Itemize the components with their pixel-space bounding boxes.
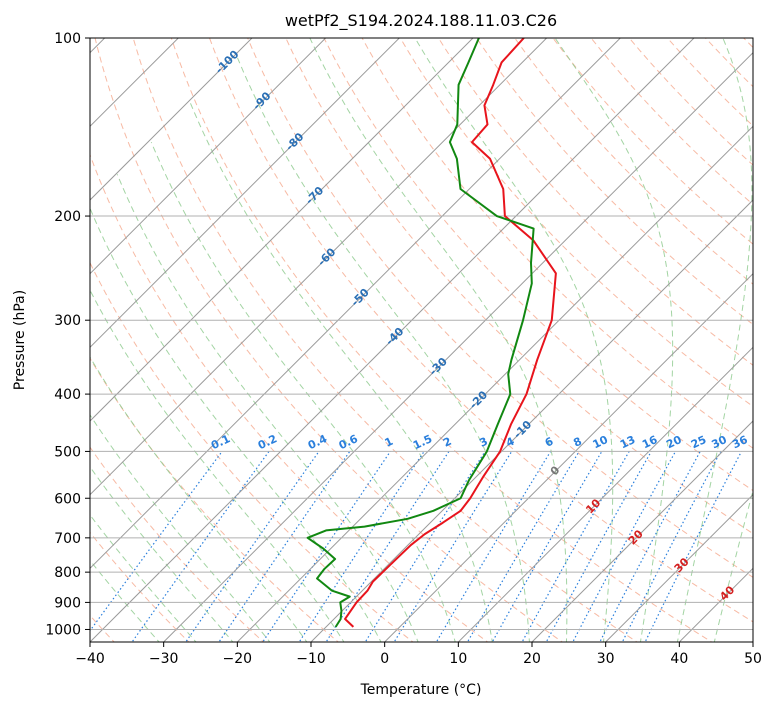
isotherm-line: [531, 420, 753, 642]
x-axis-ticks: −40 −30 −20 −10 0 10 20 30 40 50: [75, 642, 762, 667]
isotherms: [90, 38, 753, 642]
mixing-ratio-line: [393, 451, 513, 642]
dry-adiabat-line: [90, 261, 414, 642]
moist-adiabat-line: [150, 141, 456, 642]
isotherm-line: [90, 38, 474, 422]
dry-adiabat-line: [475, 38, 753, 326]
mixing-ratio-label: 36: [730, 433, 750, 451]
isotherm-line: [162, 51, 753, 642]
mixing-ratio-line: [364, 451, 486, 642]
mixing-ratio-label: 20: [664, 433, 684, 451]
x-tick-label: 0: [380, 651, 389, 667]
plot-frame: [89, 37, 754, 643]
x-tick-label: 30: [597, 651, 615, 667]
y-tick-label: 900: [54, 595, 81, 611]
x-tick-label: 50: [744, 651, 762, 667]
y-tick-label: 800: [54, 565, 81, 581]
x-tick-label: −30: [149, 651, 179, 667]
chart-title: wetPf2_S194.2024.188.11.03.C26: [285, 11, 557, 31]
mixing-ratio-line: [218, 451, 351, 642]
y-axis-ticks: 1000 900 800 700 600 500 400 300 200 100: [45, 31, 90, 638]
mixing-ratio-line: [185, 451, 320, 642]
moist-adiabat-line: [116, 174, 419, 642]
moist-adiabat-line: [90, 414, 271, 642]
isotherm-line: [90, 38, 327, 275]
y-tick-label: 700: [54, 531, 81, 547]
isotherm-line: [90, 38, 401, 349]
mixing-ratio-label: 10: [591, 433, 611, 451]
isotherm-line: [457, 346, 753, 642]
x-tick-label: −10: [296, 651, 326, 667]
isotherm-line: [90, 38, 695, 642]
mixing-ratio-line: [572, 451, 677, 642]
x-tick-label: −20: [223, 651, 253, 667]
mixing-ratio-label: 30: [710, 433, 730, 451]
mixing-ratio-label: 13: [618, 433, 637, 451]
isotherm-line: [310, 199, 753, 642]
y-tick-label: 100: [54, 31, 81, 47]
moist-adiabat-line: [90, 466, 234, 642]
profile-series: [306, 38, 557, 628]
mixing-ratio-line: [545, 451, 652, 642]
isotherm-line: [604, 493, 753, 642]
mixing-ratio-line: [90, 451, 223, 632]
pressure-gridlines: [90, 38, 753, 630]
mixing-ratio-line: [131, 451, 270, 642]
plot-background: [90, 38, 753, 642]
x-tick-label: 40: [670, 651, 688, 667]
dry-adiabat-line: [90, 153, 489, 642]
y-tick-label: 1000: [45, 622, 81, 638]
x-tick-label: 10: [449, 651, 467, 667]
moist-adiabat-line: [90, 559, 160, 642]
mixing-ratio-label: 16: [640, 433, 660, 451]
isotherm-line: [90, 38, 253, 201]
dewpoint-line: [306, 38, 535, 628]
y-tick-label: 400: [54, 387, 81, 403]
mixing-ratio-line: [298, 451, 425, 642]
temperature-line: [344, 38, 557, 628]
moist-adiabat-line: [189, 101, 493, 642]
moist-adiabat-line: [90, 356, 308, 642]
moist-adiabat-line: [90, 289, 345, 642]
y-tick-label: 500: [54, 444, 81, 460]
y-axis-label: Pressure (hPa): [12, 290, 28, 390]
mixing-ratio-line: [621, 451, 722, 642]
x-tick-label: 20: [523, 651, 541, 667]
mixing-ratio-lines: [90, 451, 743, 642]
mixing-ratio-line: [262, 451, 391, 642]
isotherm-line: [383, 272, 753, 642]
moist-adiabat-line: [90, 514, 197, 642]
y-tick-label: 200: [54, 209, 81, 225]
x-tick-label: −40: [75, 651, 105, 667]
y-tick-label: 600: [54, 491, 81, 507]
y-tick-label: 300: [54, 313, 81, 329]
mixing-ratio-label: 25: [689, 433, 708, 451]
mixing-ratio-line: [435, 451, 552, 642]
mixing-ratio-line: [599, 451, 701, 642]
moist-adiabat-line: [90, 207, 382, 642]
x-axis-label: Temperature (°C): [360, 682, 482, 698]
mixing-ratio-line: [466, 451, 580, 642]
isotherm-line: [90, 38, 622, 570]
isotherm-line: [236, 125, 753, 642]
